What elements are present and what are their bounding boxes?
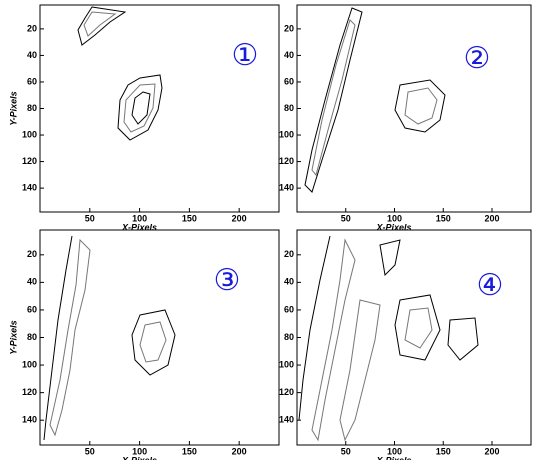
axes-frame [296,4,532,213]
panel-number: ② [464,42,491,75]
y-tick-label: 120 [279,387,294,397]
y-tick-label: 20 [284,249,294,259]
contour-line [404,87,438,125]
y-tick-label: 40 [284,277,294,287]
contours [43,6,479,442]
contour-line [139,321,167,363]
x-axis-label: X-Pixels [121,455,157,460]
y-tick-label: 60 [284,304,294,314]
y-tick-label: 60 [27,76,37,86]
y-tick-label: 20 [284,23,294,33]
x-tick-label: 100 [132,213,147,223]
y-tick-label: 120 [22,156,37,166]
axes-frame [39,229,280,446]
contour-line [77,6,127,46]
panel-number: ④ [477,269,504,302]
y-tick-label: 120 [22,387,37,397]
x-tick-label: 100 [387,213,402,223]
y-tick-label: 140 [22,415,37,425]
x-tick-label: 150 [436,446,451,456]
y-tick-label: 40 [284,50,294,60]
y-tick-label: 60 [27,304,37,314]
y-tick-label: 40 [27,50,37,60]
x-axis-label: X-Pixels [375,455,411,460]
x-tick-label: 150 [182,213,197,223]
x-axis-label: X-Pixels [121,222,157,232]
x-tick-label: 150 [436,213,451,223]
x-tick-label: 50 [85,213,95,223]
panel-number: ③ [214,264,241,297]
contour-line [49,238,91,437]
contour-line [311,238,356,442]
contour-line [379,239,479,361]
y-tick-label: 80 [284,332,294,342]
y-tick-label: 140 [279,415,294,425]
y-tick-label: 100 [22,129,37,139]
x-tick-label: 200 [484,213,499,223]
contour-line [131,309,176,376]
contour-line [83,11,117,37]
y-tick-label: 100 [279,359,294,369]
y-tick-label: 20 [27,23,37,33]
panel-number: ① [232,39,259,72]
contour-line [339,299,433,442]
x-tick-label: 200 [232,446,247,456]
x-tick-label: 200 [484,446,499,456]
y-tick-label: 80 [27,332,37,342]
x-axis-label: X-Pixels [375,222,411,232]
y-tick-label: 40 [27,277,37,287]
contour-line [304,7,363,193]
y-tick-label: 120 [279,156,294,166]
contour-line [43,235,73,441]
x-tick-label: 100 [132,446,147,456]
y-tick-label: 80 [284,103,294,113]
axes-frame [39,4,280,213]
y-tick-label: 100 [22,359,37,369]
x-tick-label: 200 [232,213,247,223]
x-tick-label: 50 [85,446,95,456]
y-tick-label: 140 [22,182,37,192]
contour-line [117,74,163,141]
y-tick-label: 80 [27,103,37,113]
contour-line [131,91,151,125]
y-tick-label: 140 [279,182,294,192]
contour-line [298,235,331,421]
contour-line [394,79,446,133]
axes-layer: 50 100 150 200 20 40 60 80 100 120 140 X-Pixels Y-Pi… [8,4,532,465]
x-tick-label: 100 [387,446,402,456]
y-axis-label: Y-Pixels [8,320,18,354]
y-tick-label: 20 [27,249,37,259]
x-tick-label: 50 [341,213,351,223]
x-tick-label: 50 [341,446,351,456]
y-tick-label: 60 [284,76,294,86]
x-tick-label: 150 [182,446,197,456]
y-tick-label: 100 [279,129,294,139]
y-axis-label: Y-Pixels [8,91,18,125]
contour-line [311,19,356,177]
contour-line [123,83,156,133]
axes-frame [296,229,532,446]
